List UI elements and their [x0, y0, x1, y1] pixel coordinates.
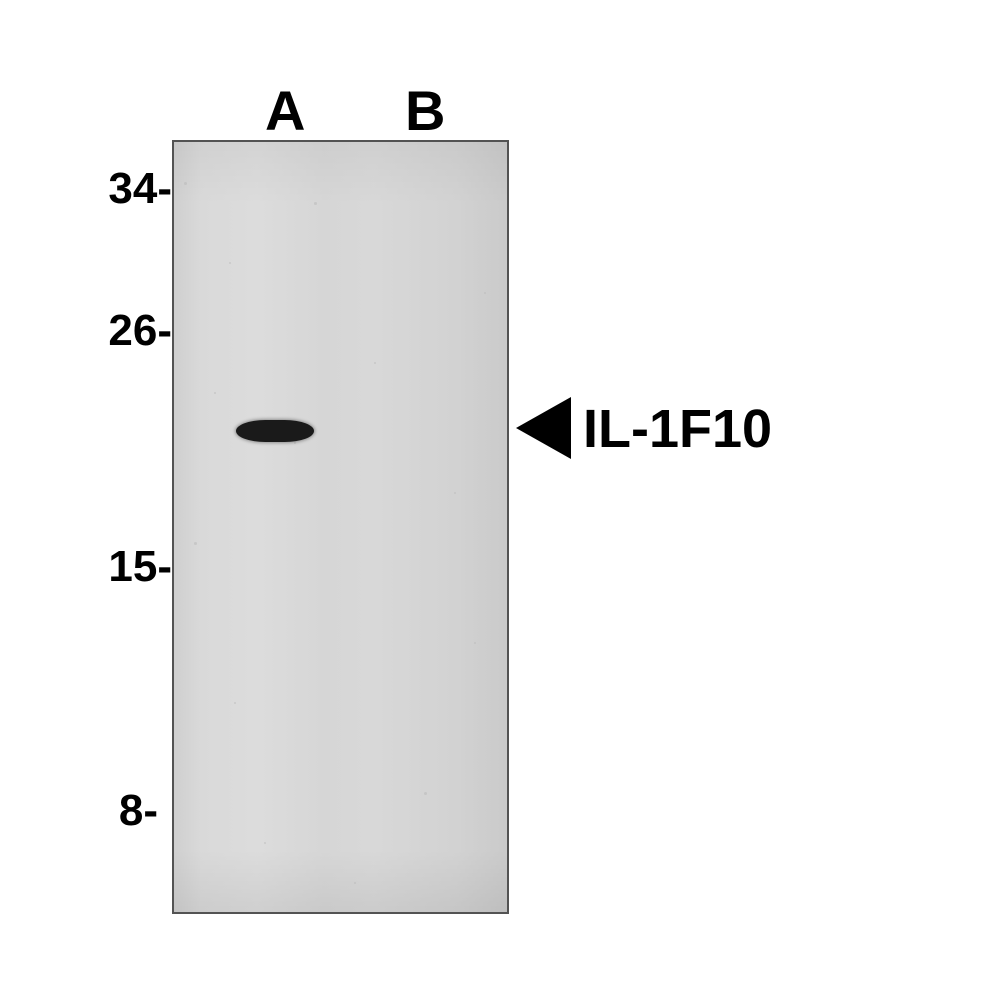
- blot-figure: A B 34- 26- 15- 8- IL-1F10: [0, 0, 1000, 1000]
- blot-membrane: [172, 140, 509, 914]
- membrane-background: [174, 142, 507, 912]
- protein-name-label: IL-1F10: [583, 398, 772, 460]
- protein-band-lane-a: [236, 420, 314, 442]
- lane-label-a: A: [265, 78, 305, 143]
- mw-marker-8: 8-: [0, 786, 158, 836]
- lane-label-b: B: [405, 78, 445, 143]
- band-arrowhead-icon: [516, 397, 571, 459]
- mw-marker-34: 34-: [0, 164, 172, 214]
- mw-marker-26: 26-: [0, 306, 172, 356]
- mw-marker-15: 15-: [0, 542, 172, 592]
